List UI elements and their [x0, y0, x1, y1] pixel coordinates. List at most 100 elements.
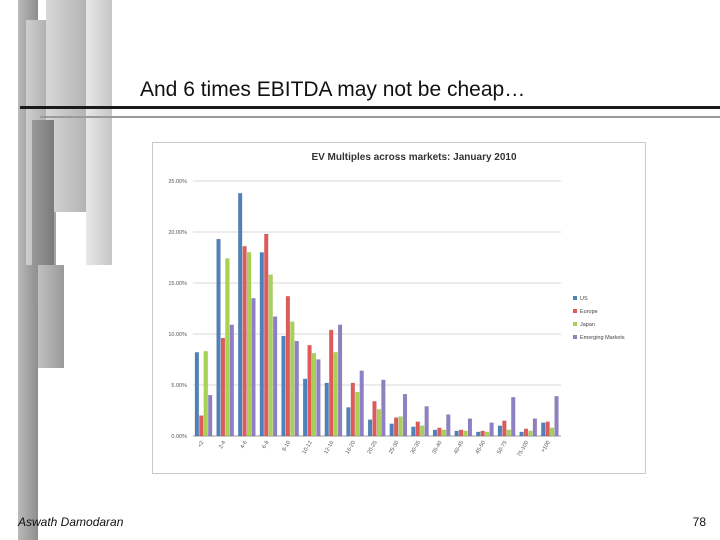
bar-emerging-markets [359, 370, 364, 437]
x-tick-label: 10-12 [302, 440, 314, 455]
bar-europe [220, 337, 226, 437]
bar-europe [307, 345, 312, 437]
chart-container: EV Multiples across markets: January 201… [152, 142, 646, 474]
bar-japan [485, 431, 490, 437]
bar-japan [290, 321, 295, 437]
bar-europe [264, 233, 269, 437]
bar-emerging-markets [402, 393, 408, 437]
legend-swatch [573, 322, 577, 326]
y-tick-label: 25.00% [168, 179, 187, 185]
bar-europe [329, 329, 334, 437]
x-tick-label: 45-50 [475, 440, 487, 455]
bar-emerging-markets [316, 359, 321, 437]
x-tick-label: 2-4 [218, 440, 227, 450]
bar-emerging-markets [229, 324, 234, 437]
bar-europe [372, 401, 377, 437]
legend-label: Emerging Markets [580, 335, 625, 341]
bar-us [194, 352, 199, 437]
x-tick-label: 16-20 [345, 440, 357, 455]
bar-us [497, 425, 503, 437]
bar-emerging-markets [532, 418, 538, 437]
bar-us [216, 238, 221, 437]
bar-japan [441, 429, 446, 437]
chart-title: EV Multiples across markets: January 201… [311, 152, 517, 163]
title-divider [20, 106, 720, 109]
slide-title: And 6 times EBITDA may not be cheap… [140, 78, 526, 101]
bar-japan [355, 391, 360, 437]
x-tick-label: 40-45 [453, 440, 465, 455]
x-tick-label: <2 [197, 440, 205, 448]
legend-label: Europe [580, 309, 598, 315]
legend-label: Japan [580, 322, 595, 328]
bar-europe [458, 429, 464, 437]
bar-emerging-markets [424, 406, 429, 437]
bar-emerging-markets [489, 422, 494, 437]
bar-europe [350, 382, 355, 437]
bar-us [541, 422, 546, 437]
x-tick-label: 4-6 [240, 440, 249, 450]
bar-japan [398, 416, 403, 437]
chart-svg: 0.00% 5.00% 10.00% 15.00% 20.00% 25.00% <2 2-4 4… [168, 179, 625, 458]
x-tick-label: 50-75 [496, 440, 508, 455]
bar-europe [545, 421, 550, 437]
bar-japan [528, 430, 533, 437]
bar-emerging-markets [251, 298, 256, 437]
bar-japan [225, 258, 230, 437]
bar-europe [285, 296, 291, 437]
bar-europe [394, 417, 399, 437]
bar-japan [376, 409, 382, 437]
bar-japan [506, 429, 511, 437]
bar-us [324, 382, 329, 437]
x-tick-label: 12-16 [323, 440, 335, 455]
bar-us [389, 423, 394, 437]
bar-europe [480, 430, 485, 437]
bar-europe [523, 428, 529, 437]
legend-swatch [573, 309, 577, 313]
bar-japan [268, 274, 273, 437]
bar-us [281, 335, 286, 437]
bar-japan [246, 252, 252, 437]
y-tick-label: 15.00% [168, 281, 187, 287]
bar-us [302, 378, 308, 437]
bar-us [432, 429, 438, 437]
bar-us [476, 431, 481, 437]
y-tick-label: 10.00% [168, 332, 187, 338]
x-tick-label: 75-100 [516, 440, 530, 458]
bar-emerging-markets [337, 324, 343, 437]
bar-us [519, 431, 524, 437]
bar-japan [463, 430, 468, 437]
bar-us [367, 419, 373, 437]
title-divider-secondary [40, 116, 720, 118]
x-tick-label: 6-8 [261, 440, 270, 450]
legend-label: US [580, 296, 588, 302]
bar-emerging-markets [273, 316, 278, 437]
bar-emerging-markets [381, 379, 386, 437]
x-tick-label: 35-40 [431, 440, 443, 455]
bar-emerging-markets [511, 397, 516, 437]
x-tick-label: >100 [541, 440, 552, 454]
x-tick-label: 25-30 [388, 440, 400, 455]
bar-emerging-markets [467, 418, 473, 437]
bar-us [411, 426, 416, 437]
bar-japan [549, 427, 555, 437]
x-tick-label: 20-25 [366, 440, 378, 455]
legend-swatch [573, 296, 577, 300]
bar-europe [502, 420, 507, 437]
bar-europe [415, 421, 420, 437]
page-number: 78 [692, 515, 706, 529]
bar-emerging-markets [208, 394, 213, 437]
y-tick-label: 20.00% [168, 230, 187, 236]
x-tick-label: 8-10 [281, 440, 292, 453]
bar-emerging-markets [554, 396, 559, 437]
bar-emerging-markets [294, 340, 299, 437]
footer-author: Aswath Damodaran [18, 515, 124, 529]
decor-bar-4 [86, 0, 112, 265]
bar-europe [437, 427, 442, 437]
bar-us [238, 193, 243, 437]
y-tick-label: 0.00% [171, 434, 187, 440]
decor-bar-6 [38, 265, 64, 368]
bar-emerging-markets [446, 414, 451, 437]
bar-japan [203, 351, 208, 437]
bar-us [454, 430, 459, 437]
bar-us [259, 252, 264, 437]
